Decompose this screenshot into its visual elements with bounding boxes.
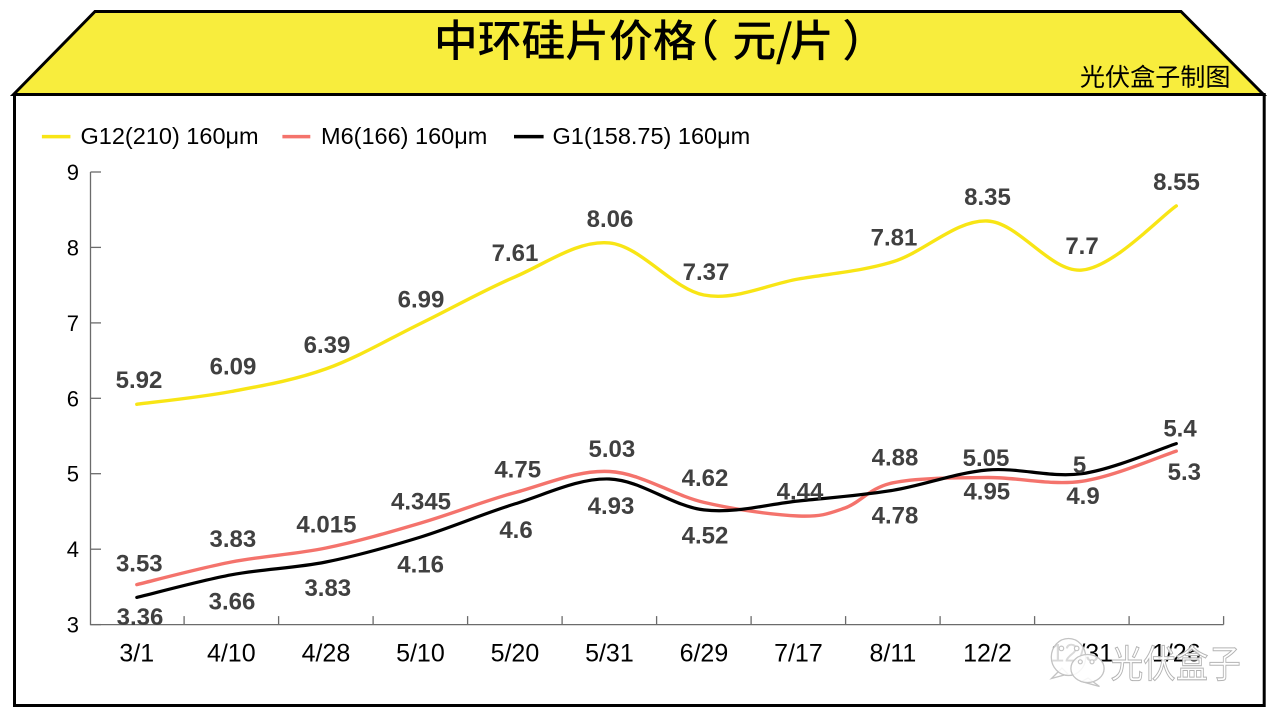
svg-text:4.6: 4.6 bbox=[499, 517, 532, 544]
svg-text:7: 7 bbox=[67, 311, 79, 336]
svg-text:4.78: 4.78 bbox=[872, 503, 919, 530]
svg-text:3.53: 3.53 bbox=[116, 551, 163, 578]
svg-text:6.09: 6.09 bbox=[210, 354, 257, 381]
svg-text:4.015: 4.015 bbox=[296, 511, 356, 538]
svg-text:8/11: 8/11 bbox=[869, 640, 916, 668]
svg-text:9: 9 bbox=[67, 160, 79, 185]
svg-text:3.36: 3.36 bbox=[117, 604, 164, 631]
svg-text:5.05: 5.05 bbox=[963, 445, 1010, 472]
svg-text:4.88: 4.88 bbox=[872, 445, 919, 472]
svg-text:5: 5 bbox=[1073, 452, 1086, 479]
svg-text:4.93: 4.93 bbox=[588, 493, 635, 520]
svg-text:3.66: 3.66 bbox=[209, 589, 256, 616]
svg-text:5/31: 5/31 bbox=[585, 640, 634, 668]
svg-text:7.37: 7.37 bbox=[683, 259, 730, 286]
svg-text:4.16: 4.16 bbox=[397, 551, 444, 578]
svg-text:4.44: 4.44 bbox=[777, 479, 824, 506]
svg-text:G1(158.75) 160μm: G1(158.75) 160μm bbox=[553, 123, 751, 149]
svg-text:4/28: 4/28 bbox=[302, 640, 351, 668]
svg-text:3/1: 3/1 bbox=[119, 640, 154, 668]
svg-text:4: 4 bbox=[67, 537, 79, 562]
svg-text:4.62: 4.62 bbox=[682, 465, 729, 492]
svg-text:6.39: 6.39 bbox=[304, 332, 351, 359]
svg-text:4/10: 4/10 bbox=[207, 640, 256, 668]
svg-text:4.75: 4.75 bbox=[494, 456, 541, 483]
svg-text:5.3: 5.3 bbox=[1168, 459, 1201, 486]
svg-text:8.35: 8.35 bbox=[964, 184, 1011, 211]
svg-text:5/20: 5/20 bbox=[491, 640, 540, 668]
svg-text:5/10: 5/10 bbox=[396, 640, 445, 668]
svg-text:4.95: 4.95 bbox=[963, 479, 1010, 506]
svg-text:4.345: 4.345 bbox=[391, 489, 451, 516]
svg-text:7.81: 7.81 bbox=[871, 225, 918, 252]
svg-text:12/2: 12/2 bbox=[963, 640, 1012, 668]
svg-text:G12(210) 160μm: G12(210) 160μm bbox=[81, 123, 259, 149]
svg-text:7.61: 7.61 bbox=[492, 240, 539, 267]
svg-text:6.99: 6.99 bbox=[398, 287, 445, 314]
svg-text:4.9: 4.9 bbox=[1066, 483, 1099, 510]
svg-text:3.83: 3.83 bbox=[210, 526, 257, 553]
svg-text:3: 3 bbox=[67, 613, 79, 638]
svg-text:5.92: 5.92 bbox=[116, 367, 163, 394]
svg-text:8: 8 bbox=[67, 235, 79, 260]
svg-text:5: 5 bbox=[67, 462, 79, 487]
svg-text:5.03: 5.03 bbox=[589, 436, 636, 463]
svg-text:7/17: 7/17 bbox=[774, 640, 823, 668]
svg-text:M6(166) 160μm: M6(166) 160μm bbox=[321, 123, 487, 149]
svg-text:8.55: 8.55 bbox=[1153, 169, 1200, 196]
svg-text:4.52: 4.52 bbox=[682, 523, 729, 550]
svg-text:7.7: 7.7 bbox=[1065, 233, 1098, 260]
svg-text:3.83: 3.83 bbox=[304, 575, 351, 602]
svg-text:8.06: 8.06 bbox=[587, 206, 634, 233]
svg-text:5.4: 5.4 bbox=[1163, 416, 1197, 443]
svg-text:6: 6 bbox=[67, 386, 79, 411]
svg-text:6/29: 6/29 bbox=[680, 640, 729, 668]
